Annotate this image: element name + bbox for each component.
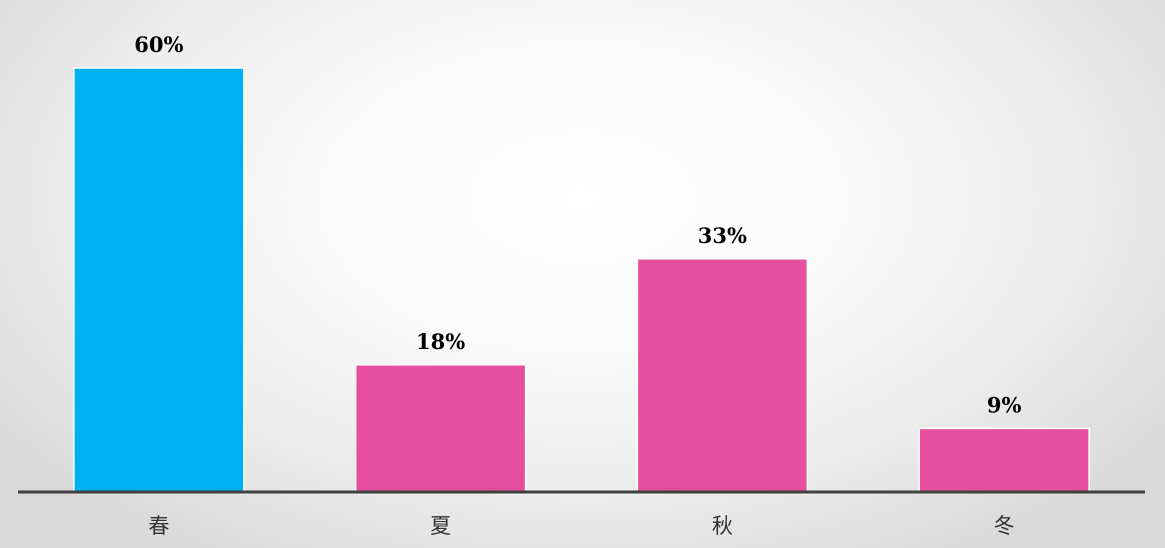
x-tick-label-3: 秋 xyxy=(712,514,733,538)
bar-1 xyxy=(73,67,245,493)
value-label-1: 60% xyxy=(134,32,183,57)
bars-group xyxy=(73,67,1090,493)
x-tick-label-2: 夏 xyxy=(430,514,451,538)
bar-4 xyxy=(918,427,1090,493)
x-tick-labels-group: 春夏秋冬 xyxy=(148,514,1014,538)
x-tick-label-4: 冬 xyxy=(994,514,1015,538)
value-labels-group: 60% 18% 33% 9% xyxy=(134,32,1021,417)
value-label-4: 9% xyxy=(987,392,1022,417)
value-label-2: 18% xyxy=(416,329,465,354)
bar-3 xyxy=(636,258,809,493)
bar-2 xyxy=(354,364,527,493)
value-label-3: 33% xyxy=(698,223,747,248)
x-tick-label-1: 春 xyxy=(148,514,169,538)
